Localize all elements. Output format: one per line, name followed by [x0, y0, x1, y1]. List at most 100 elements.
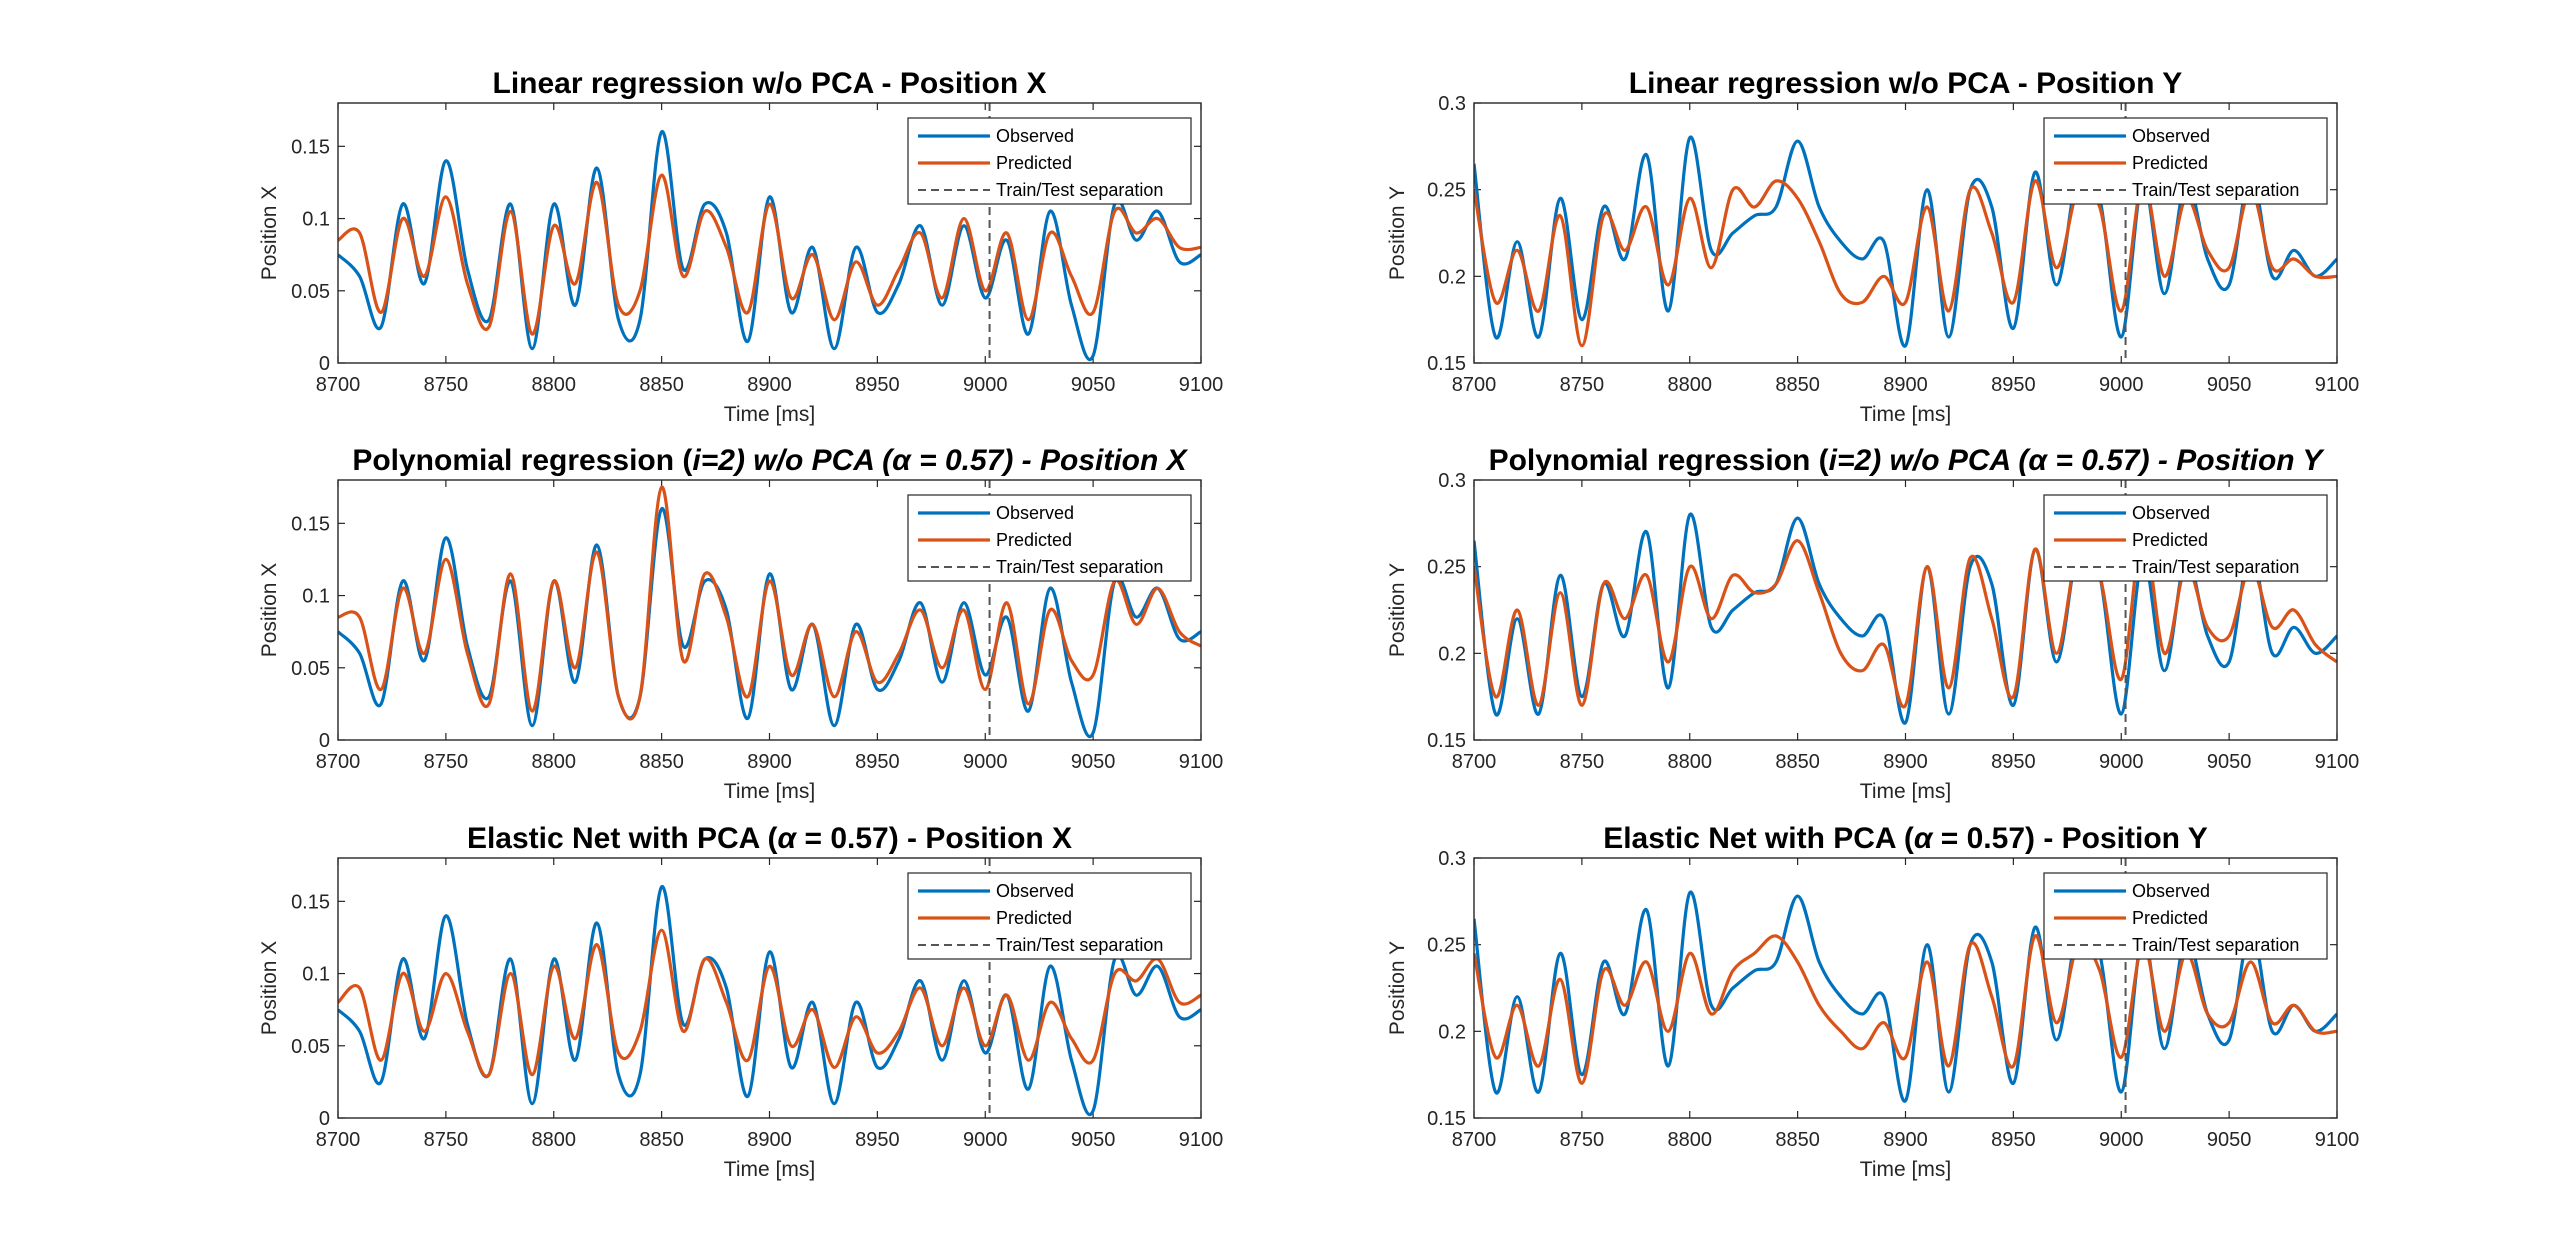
x-tick-label: 8900	[747, 751, 792, 773]
x-tick-label: 8850	[639, 1129, 684, 1151]
chart-title-part: Elastic Net with PCA (	[1603, 822, 1914, 855]
x-tick-label: 9100	[1179, 374, 1224, 396]
x-tick-label: 8950	[855, 751, 900, 773]
x-tick-label: 8700	[316, 1129, 361, 1151]
y-tick-label: 0.05	[291, 1036, 330, 1058]
predicted-series-line	[1474, 934, 2337, 1085]
x-tick-label: 8850	[639, 374, 684, 396]
x-tick-label: 8850	[1775, 751, 1820, 773]
chart-title-part: i=2) w/o PCA (	[692, 444, 895, 477]
x-tick-label: 9000	[963, 1129, 1008, 1151]
x-tick-label: 8700	[1452, 1129, 1497, 1151]
predicted-series-line	[1474, 179, 2337, 348]
legend-label: Observed	[996, 503, 1074, 523]
x-tick-label: 9000	[2099, 374, 2144, 396]
observed-series-line	[338, 507, 1201, 738]
x-tick-label: 9050	[2207, 374, 2252, 396]
x-axis-label: Time [ms]	[1860, 1158, 1951, 1181]
x-tick-label: 8900	[747, 374, 792, 396]
legend-label: Predicted	[2132, 908, 2208, 928]
y-tick-label: 0.25	[1427, 180, 1466, 202]
legend-label: Observed	[2132, 881, 2210, 901]
x-tick-label: 8800	[532, 374, 577, 396]
x-tick-label: 9100	[2315, 751, 2360, 773]
y-axis-label: Position X	[258, 941, 281, 1036]
y-tick-label: 0.05	[291, 658, 330, 680]
chart-title-part: = 0.57) - Position Y	[2047, 444, 2325, 477]
x-tick-label: 8950	[855, 1129, 900, 1151]
y-tick-label: 0.1	[302, 586, 330, 608]
y-tick-label: 0.1	[302, 964, 330, 986]
chart-title: Linear regression w/o PCA - Position X	[493, 67, 1047, 100]
y-tick-label: 0.15	[1427, 730, 1466, 752]
x-tick-label: 9050	[1071, 751, 1116, 773]
x-tick-label: 8900	[1883, 751, 1928, 773]
x-tick-label: 8950	[1991, 751, 2036, 773]
x-tick-label: 9000	[2099, 751, 2144, 773]
x-tick-label: 8700	[316, 374, 361, 396]
legend-box	[2043, 117, 2328, 205]
predicted-series-line	[338, 173, 1201, 336]
x-tick-label: 8850	[1775, 374, 1820, 396]
chart-title-part: α	[892, 444, 912, 477]
legend-label: Observed	[996, 126, 1074, 146]
predicted-series-line	[1474, 530, 2337, 709]
predicted-series-line	[338, 928, 1201, 1078]
x-tick-label: 8850	[1775, 1129, 1820, 1151]
legend-label: Predicted	[996, 530, 1072, 550]
legend-label: Observed	[996, 881, 1074, 901]
x-tick-label: 8700	[316, 751, 361, 773]
x-tick-label: 8950	[1991, 374, 2036, 396]
y-axis-label: Position Y	[1386, 563, 1409, 657]
chart-title-part: = 0.57) - Position Y	[1932, 822, 2207, 855]
legend-label: Predicted	[2132, 530, 2208, 550]
chart-panel-4: Polynomial regression (i=2) w/o PCA (α =…	[1386, 444, 2359, 803]
x-axis-label: Time [ms]	[724, 780, 815, 803]
axes-box	[337, 102, 1202, 364]
x-tick-label: 8800	[532, 751, 577, 773]
y-tick-label: 0	[319, 1108, 330, 1130]
chart-title: Polynomial regression (i=2) w/o PCA (α =…	[1489, 444, 2326, 477]
x-tick-label: 9050	[2207, 1129, 2252, 1151]
axes-box	[1473, 479, 2338, 741]
x-tick-label: 8900	[747, 1129, 792, 1151]
x-tick-label: 8750	[1560, 1129, 1605, 1151]
chart-title-part: Linear regression w/o PCA - Position X	[493, 67, 1047, 100]
x-tick-label: 9100	[1179, 751, 1224, 773]
x-tick-label: 8750	[424, 751, 469, 773]
x-tick-label: 8950	[855, 374, 900, 396]
x-tick-label: 8700	[1452, 374, 1497, 396]
y-tick-label: 0.15	[1427, 1108, 1466, 1130]
y-tick-label: 0.25	[1427, 935, 1466, 957]
x-tick-label: 9100	[1179, 1129, 1224, 1151]
legend-label: Train/Test separation	[996, 557, 1163, 577]
x-tick-label: 9000	[2099, 1129, 2144, 1151]
x-tick-label: 8750	[1560, 751, 1605, 773]
legend-label: Train/Test separation	[2132, 935, 2299, 955]
legend-label: Observed	[2132, 126, 2210, 146]
y-tick-label: 0.15	[291, 136, 330, 158]
chart-title-part: α	[2028, 444, 2048, 477]
x-tick-label: 8750	[424, 374, 469, 396]
axes-box	[337, 857, 1202, 1119]
legend-label: Train/Test separation	[2132, 557, 2299, 577]
x-tick-label: 9050	[1071, 374, 1116, 396]
x-axis-label: Time [ms]	[724, 1158, 815, 1181]
chart-title-part: α	[1914, 822, 1934, 855]
chart-panel-1: Linear regression w/o PCA - Position X 87…	[258, 67, 1223, 426]
y-axis-label: Position X	[258, 186, 281, 281]
y-tick-label: 0.1	[302, 209, 330, 231]
chart-panel-6: Elastic Net with PCA (α = 0.57) - Positi…	[1386, 822, 2359, 1181]
x-tick-label: 8800	[1668, 1129, 1713, 1151]
x-tick-label: 9000	[963, 374, 1008, 396]
x-tick-label: 8850	[639, 751, 684, 773]
observed-series-line	[338, 130, 1201, 361]
axes-box	[1473, 102, 2338, 364]
chart-panel-2: Linear regression w/o PCA - Position Y 87…	[1386, 67, 2359, 426]
chart-title-part: Elastic Net with PCA (	[467, 822, 778, 855]
chart-title-part: Polynomial regression (	[1489, 444, 1829, 477]
y-axis-label: Position Y	[1386, 941, 1409, 1035]
predicted-series-line	[338, 485, 1201, 721]
legend-label: Observed	[2132, 503, 2210, 523]
